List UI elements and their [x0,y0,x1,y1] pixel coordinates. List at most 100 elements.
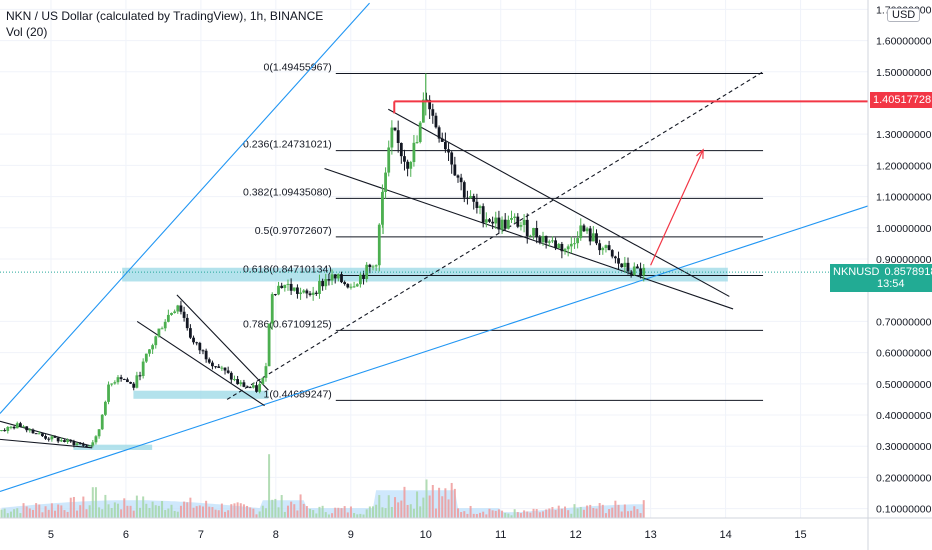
candle-body [563,249,567,252]
volume-bar [120,509,123,518]
volume-bar [475,514,478,518]
volume-bar [586,505,589,518]
trendline-flag-upper [176,294,269,391]
fib-level-label: 0(1.49455967) [263,61,331,73]
candle-body [18,423,22,427]
time-tick-label: 12 [570,529,582,541]
volume-bar [485,514,488,518]
volume-bar [438,487,441,518]
price-tick-label: 1.30000000 [876,129,932,141]
volume-bar [422,497,425,518]
volume-bar [501,510,504,518]
price-tick-label: 1.20000000 [876,160,932,172]
volume-bar [614,500,617,518]
candle-body [519,225,523,227]
volume-bar [611,507,614,518]
price-tick-label: 1.00000000 [876,223,932,235]
volume-bar [255,514,258,518]
volume-bar [541,511,544,518]
candle-body [437,127,441,139]
trendlines[interactable] [0,2,869,492]
candle-body [286,283,290,285]
volume-bar [246,505,249,518]
candle-body [431,109,435,116]
candle-body [157,328,161,337]
volume-bar [192,507,195,518]
volume-bar [365,509,368,518]
candle-body [371,266,375,268]
candle-body [560,243,564,252]
volume-bar [66,511,69,518]
candle-body [299,292,302,294]
volume-bar [636,509,639,518]
candle-body [428,99,432,110]
volume-bar [375,504,378,518]
volume-bar [283,511,286,518]
volume-bar [63,510,66,518]
candle-body [37,433,41,435]
candle-body [69,439,73,442]
volume-bar [567,510,570,518]
candle-body [314,292,318,294]
volume-bar [397,502,400,518]
support-zone [122,267,728,282]
candle-body [85,445,88,447]
volume-bar [519,513,522,518]
volume-bar [617,504,620,518]
volume-bar [579,507,582,518]
candle-body [576,238,580,244]
candle-body [620,263,624,268]
volume-bar [488,508,491,518]
candle-body [607,245,611,251]
candle-body [22,426,25,428]
candle-body [292,287,296,291]
candle-body [97,429,101,437]
volume-indicator-label[interactable]: Vol (20) [6,25,48,39]
candle-body [598,243,602,251]
volume-bar [469,505,472,518]
volume-bar [349,506,352,518]
volume-bar [526,511,529,518]
candle-body [535,228,539,238]
volume-bar [201,506,204,518]
volume-bar [630,510,633,518]
volume-bar [312,510,315,518]
volume-bar [47,509,50,518]
volume-bar [148,507,151,518]
candle-body [488,219,491,222]
volume-bar [479,512,482,518]
time-tick-label: 15 [794,529,806,541]
volume-bar [94,487,97,518]
candle-body [305,290,309,294]
volume-bar [205,500,208,518]
candle-body [503,219,507,229]
volume-bar [139,507,142,518]
candle-body [119,377,123,380]
candle-body [481,206,485,223]
volume-bar [447,499,450,518]
projection-arrow[interactable] [650,148,704,266]
candle-body [591,233,595,242]
volume-bar [299,494,302,518]
candle-body [248,387,252,389]
volume-bar [126,505,129,518]
price-tick-label: 0.40000000 [876,410,932,422]
candle-body [201,350,205,352]
volume-bar [340,508,343,518]
volume-bar [554,510,557,518]
volume-bar [327,514,330,518]
currency-button[interactable]: USD [887,8,921,22]
candle-body [141,361,145,377]
volume-bar [513,509,516,518]
volume-bar [560,508,563,518]
volume-bar [135,495,138,518]
volume-bar [633,506,636,518]
volume-bar [390,506,393,518]
candle-body [226,370,230,373]
volume-bar [356,514,359,518]
candle-body [113,382,117,384]
time-tick-label: 13 [645,529,657,541]
target-level[interactable] [393,100,868,114]
candle-body [466,197,469,199]
